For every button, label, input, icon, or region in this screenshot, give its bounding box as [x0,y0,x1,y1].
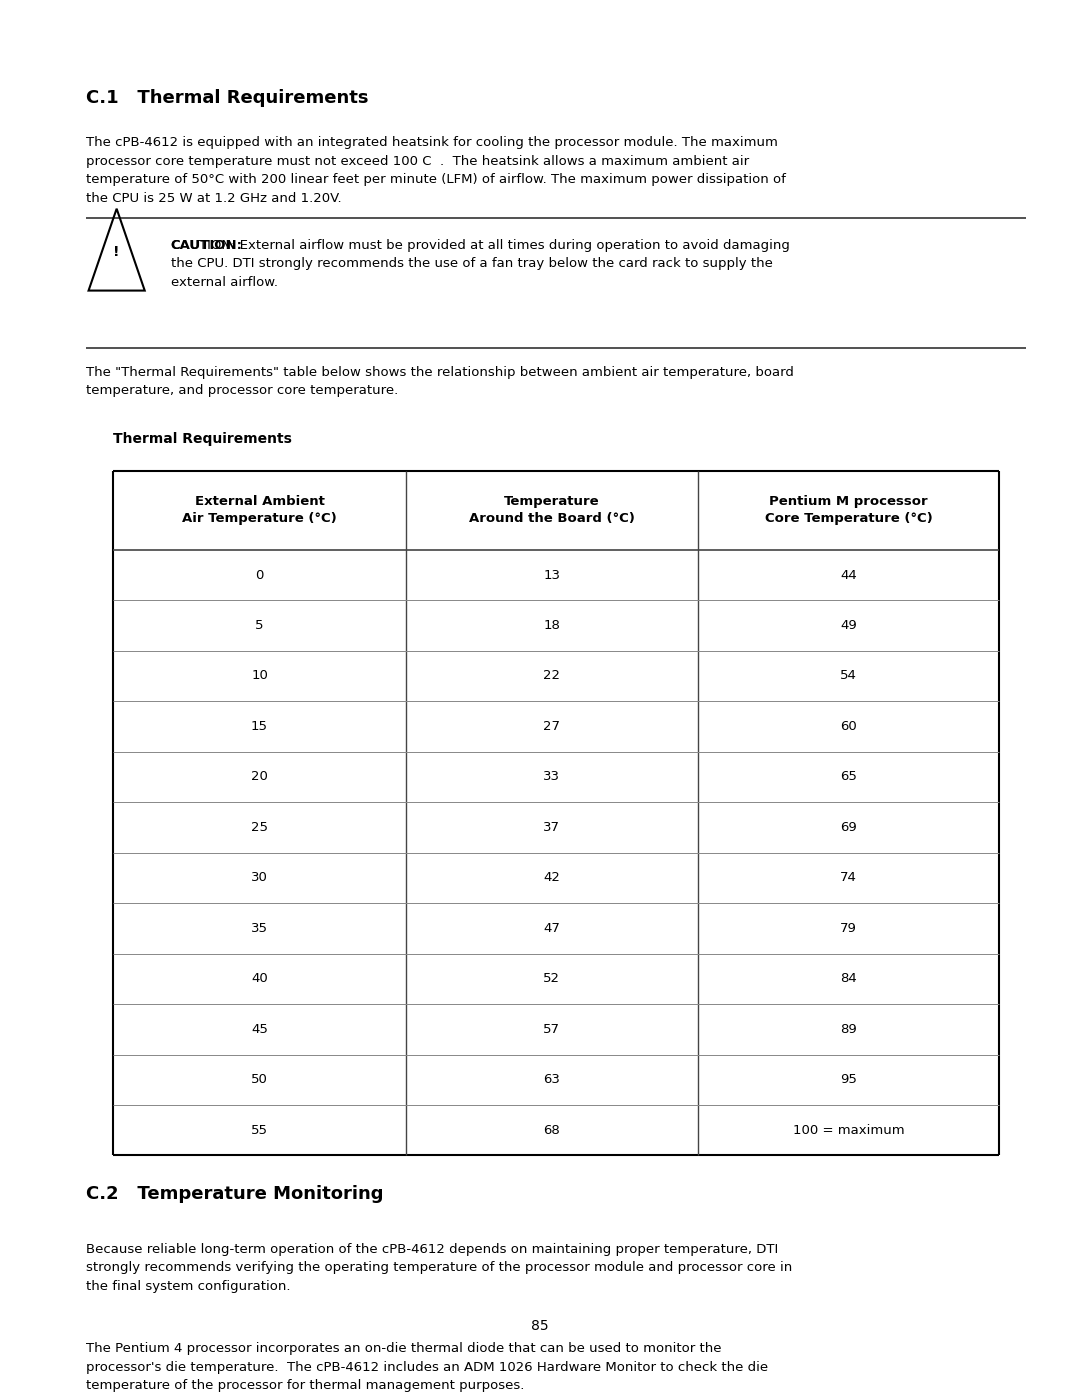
Text: 79: 79 [840,922,856,935]
Text: 68: 68 [543,1123,561,1137]
Text: 35: 35 [251,922,268,935]
Text: 95: 95 [840,1073,856,1087]
Text: 63: 63 [543,1073,561,1087]
Text: 57: 57 [543,1023,561,1035]
Text: The Pentium 4 processor incorporates an on-die thermal diode that can be used to: The Pentium 4 processor incorporates an … [86,1343,769,1393]
Text: 25: 25 [251,821,268,834]
Text: 60: 60 [840,719,856,733]
Text: 42: 42 [543,872,561,884]
Text: !: ! [113,246,120,260]
Text: 52: 52 [543,972,561,985]
Text: C.2   Temperature Monitoring: C.2 Temperature Monitoring [86,1186,383,1203]
Text: The cPB-4612 is equipped with an integrated heatsink for cooling the processor m: The cPB-4612 is equipped with an integra… [86,137,786,205]
Text: Thermal Requirements: Thermal Requirements [113,433,293,447]
Text: 5: 5 [255,619,264,631]
Text: 65: 65 [840,770,856,784]
Text: Because reliable long-term operation of the cPB-4612 depends on maintaining prop: Because reliable long-term operation of … [86,1243,793,1292]
Text: 47: 47 [543,922,561,935]
Text: C.1   Thermal Requirements: C.1 Thermal Requirements [86,88,369,106]
Text: The "Thermal Requirements" table below shows the relationship between ambient ai: The "Thermal Requirements" table below s… [86,366,794,397]
Text: 44: 44 [840,569,856,581]
Text: 13: 13 [543,569,561,581]
Text: 100 = maximum: 100 = maximum [793,1123,904,1137]
Text: 49: 49 [840,619,856,631]
Text: 18: 18 [543,619,561,631]
Text: Pentium M processor
Core Temperature (°C): Pentium M processor Core Temperature (°C… [765,495,932,525]
Text: 89: 89 [840,1023,856,1035]
Text: 37: 37 [543,821,561,834]
Text: 30: 30 [251,872,268,884]
Text: 22: 22 [543,669,561,683]
Text: 20: 20 [251,770,268,784]
Text: 50: 50 [251,1073,268,1087]
Text: CAUTION:: CAUTION: [171,239,243,251]
Text: 10: 10 [251,669,268,683]
Text: 84: 84 [840,972,856,985]
Text: 54: 54 [840,669,856,683]
Text: 27: 27 [543,719,561,733]
Text: External Ambient
Air Temperature (°C): External Ambient Air Temperature (°C) [183,495,337,525]
Text: 55: 55 [251,1123,268,1137]
Text: 33: 33 [543,770,561,784]
Text: CAUTION: External airflow must be provided at all times during operation to avoi: CAUTION: External airflow must be provid… [171,239,789,289]
Text: 85: 85 [531,1319,549,1333]
Text: 69: 69 [840,821,856,834]
Text: Temperature
Around the Board (°C): Temperature Around the Board (°C) [469,495,635,525]
Text: 45: 45 [251,1023,268,1035]
Text: 0: 0 [255,569,264,581]
Text: 40: 40 [252,972,268,985]
Text: 74: 74 [840,872,856,884]
Text: 15: 15 [251,719,268,733]
